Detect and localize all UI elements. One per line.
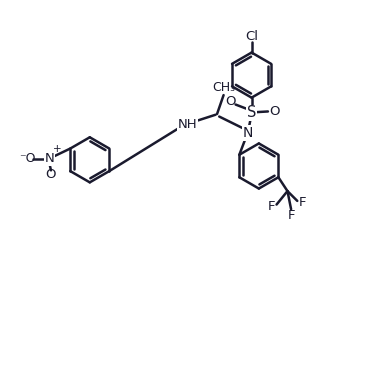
- Text: S: S: [247, 105, 256, 121]
- Text: +: +: [53, 144, 62, 154]
- Text: F: F: [298, 196, 306, 209]
- Text: O: O: [269, 105, 279, 118]
- Text: ⁻O: ⁻O: [19, 152, 36, 165]
- Text: F: F: [268, 200, 276, 213]
- Text: CH₃: CH₃: [212, 81, 235, 94]
- Text: O: O: [46, 167, 56, 180]
- Text: N: N: [44, 152, 54, 165]
- Text: O: O: [226, 95, 236, 108]
- Text: NH: NH: [178, 118, 198, 131]
- Text: N: N: [243, 126, 253, 140]
- Text: Cl: Cl: [245, 30, 258, 43]
- Text: F: F: [287, 209, 295, 222]
